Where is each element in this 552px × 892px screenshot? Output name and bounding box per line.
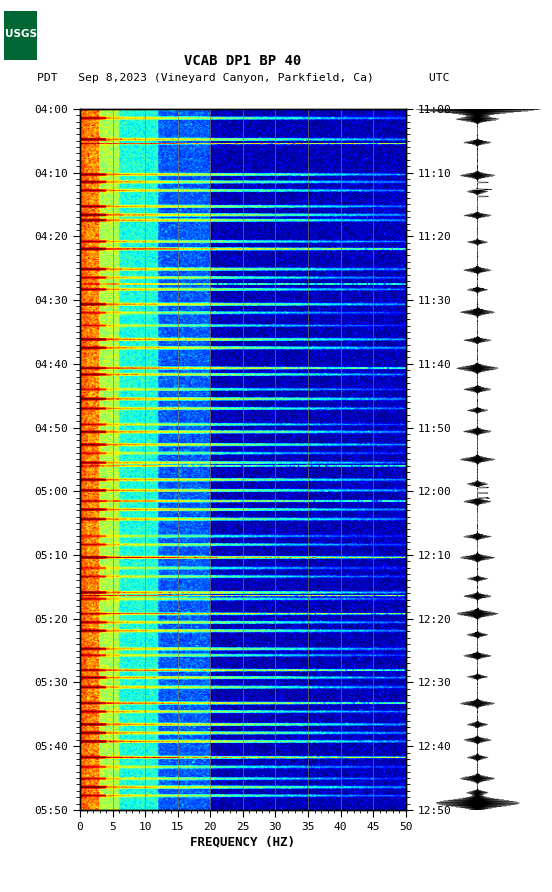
Text: VCAB DP1 BP 40: VCAB DP1 BP 40 (184, 54, 301, 68)
X-axis label: FREQUENCY (HZ): FREQUENCY (HZ) (190, 836, 295, 849)
Text: PDT   Sep 8,2023 (Vineyard Canyon, Parkfield, Ca)        UTC: PDT Sep 8,2023 (Vineyard Canyon, Parkfie… (36, 73, 449, 84)
FancyBboxPatch shape (4, 11, 38, 60)
Text: USGS: USGS (4, 29, 36, 38)
